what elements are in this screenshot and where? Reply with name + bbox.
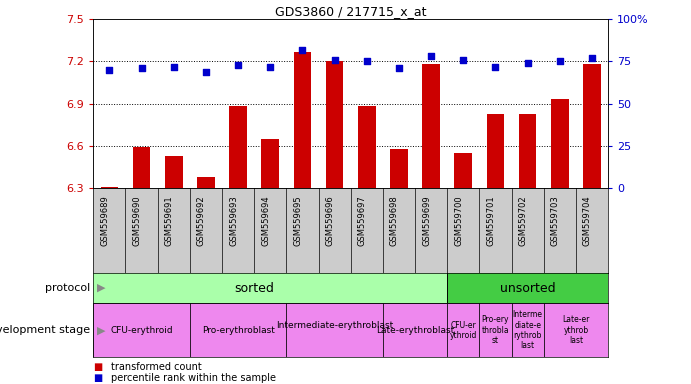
Point — [361, 58, 372, 65]
Bar — [229, 106, 247, 188]
Text: ■: ■ — [93, 362, 102, 372]
Text: GSM559702: GSM559702 — [519, 195, 528, 245]
Point — [587, 55, 598, 61]
Text: ▶: ▶ — [97, 325, 105, 335]
Bar — [165, 156, 182, 188]
Point — [297, 46, 308, 53]
Text: Pro-erythroblast: Pro-erythroblast — [202, 326, 274, 335]
Text: GSM559698: GSM559698 — [390, 195, 399, 246]
Text: sorted: sorted — [234, 281, 274, 295]
Bar — [544, 303, 608, 357]
Text: GSM559700: GSM559700 — [454, 195, 463, 245]
Bar — [358, 106, 376, 188]
Text: GSM559697: GSM559697 — [358, 195, 367, 246]
Point — [426, 53, 437, 60]
Text: protocol: protocol — [45, 283, 90, 293]
Text: GSM559693: GSM559693 — [229, 195, 238, 246]
Bar — [511, 303, 544, 357]
Text: percentile rank within the sample: percentile rank within the sample — [111, 373, 276, 383]
Bar — [190, 303, 286, 357]
Point — [233, 62, 244, 68]
Text: unsorted: unsorted — [500, 281, 556, 295]
Text: Late-er
ythrob
last: Late-er ythrob last — [562, 315, 589, 345]
Point — [554, 58, 565, 65]
Text: GSM559704: GSM559704 — [583, 195, 592, 245]
Point — [490, 63, 501, 70]
Text: GSM559696: GSM559696 — [325, 195, 334, 246]
Bar — [390, 149, 408, 188]
Bar — [422, 64, 440, 188]
Point — [393, 65, 404, 71]
Text: GSM559699: GSM559699 — [422, 195, 431, 245]
Bar — [294, 51, 311, 188]
Bar — [261, 139, 279, 188]
Point — [200, 68, 211, 74]
Text: Interme
diate-e
rythrob
last: Interme diate-e rythrob last — [513, 310, 542, 350]
Bar — [583, 64, 601, 188]
Bar — [325, 61, 343, 188]
Text: ■: ■ — [93, 373, 102, 383]
Text: CFU-er
ythroid: CFU-er ythroid — [450, 321, 477, 340]
Text: GSM559694: GSM559694 — [261, 195, 270, 245]
Bar — [383, 303, 447, 357]
Point — [522, 60, 533, 66]
Bar — [551, 99, 569, 188]
Point — [457, 57, 468, 63]
Text: Pro-ery
throbla
st: Pro-ery throbla st — [482, 315, 509, 345]
Point — [168, 63, 179, 70]
Bar — [93, 273, 447, 303]
Text: GSM559689: GSM559689 — [100, 195, 109, 246]
Text: transformed count: transformed count — [111, 362, 201, 372]
Bar — [447, 303, 480, 357]
Bar — [480, 303, 511, 357]
Bar — [197, 177, 215, 188]
Bar — [455, 153, 472, 188]
Bar — [93, 303, 190, 357]
Bar — [286, 303, 383, 357]
Bar — [100, 187, 118, 188]
Text: GSM559701: GSM559701 — [486, 195, 495, 245]
Text: GSM559692: GSM559692 — [197, 195, 206, 245]
Bar — [447, 273, 608, 303]
Bar — [519, 114, 536, 188]
Point — [265, 63, 276, 70]
Point — [329, 57, 340, 63]
Text: GSM559703: GSM559703 — [551, 195, 560, 246]
Text: GSM559690: GSM559690 — [133, 195, 142, 245]
Text: GSM559695: GSM559695 — [294, 195, 303, 245]
Text: Intermediate-erythroblast: Intermediate-erythroblast — [276, 321, 393, 340]
Bar — [133, 147, 151, 188]
Text: CFU-erythroid: CFU-erythroid — [111, 326, 173, 335]
Title: GDS3860 / 217715_x_at: GDS3860 / 217715_x_at — [275, 5, 426, 18]
Bar — [486, 114, 504, 188]
Point — [136, 65, 147, 71]
Text: development stage: development stage — [0, 325, 90, 335]
Point — [104, 67, 115, 73]
Text: ▶: ▶ — [97, 283, 105, 293]
Text: GSM559691: GSM559691 — [164, 195, 173, 245]
Text: Late-erythroblast: Late-erythroblast — [376, 326, 454, 335]
